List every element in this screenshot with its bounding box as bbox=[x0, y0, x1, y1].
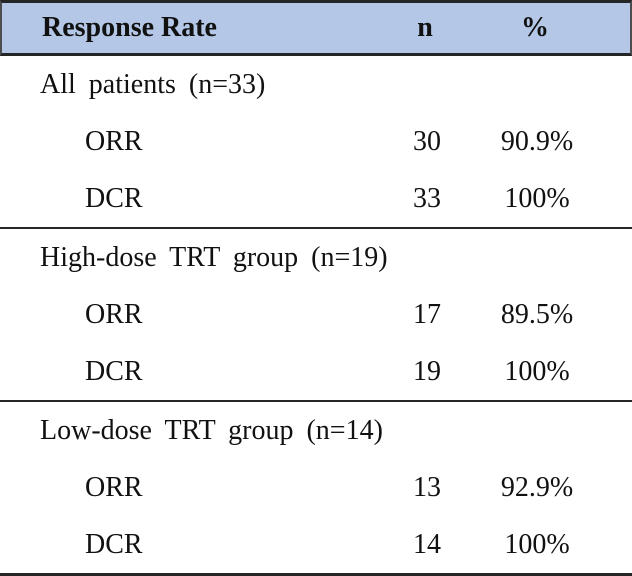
table-row: ORR 30 90.9% bbox=[0, 113, 632, 170]
table-row: ORR 17 89.5% bbox=[0, 286, 632, 343]
section-title-row: High-dose TRT group (n=19) bbox=[0, 229, 632, 286]
cell-n: 14 bbox=[413, 528, 441, 560]
cell-percent: 100% bbox=[504, 528, 570, 560]
row-label: ORR bbox=[85, 298, 143, 330]
header-cell-n: n bbox=[417, 12, 433, 43]
section-title-row: All patients (n=33) bbox=[0, 56, 632, 113]
section-high-dose: High-dose TRT group (n=19) ORR 17 89.5% … bbox=[0, 229, 632, 402]
cell-percent: 92.9% bbox=[500, 471, 574, 503]
section-all-patients: All patients (n=33) ORR 30 90.9% DCR 33 … bbox=[0, 56, 632, 229]
row-label: DCR bbox=[85, 182, 143, 214]
table-row: DCR 33 100% bbox=[0, 170, 632, 227]
table-row: DCR 14 100% bbox=[0, 516, 632, 573]
section-title-row: Low-dose TRT group (n=14) bbox=[0, 402, 632, 459]
header-cell-response-rate: Response Rate bbox=[42, 12, 217, 43]
cell-n: 33 bbox=[413, 182, 441, 214]
cell-percent: 89.5% bbox=[500, 298, 574, 330]
header-cell-percent: % bbox=[521, 12, 549, 43]
section-title: Low-dose TRT group (n=14) bbox=[40, 414, 383, 446]
section-low-dose: Low-dose TRT group (n=14) ORR 13 92.9% D… bbox=[0, 402, 632, 576]
row-label: DCR bbox=[85, 528, 143, 560]
table-header-row: Response Rate n % bbox=[0, 0, 632, 56]
section-title: High-dose TRT group (n=19) bbox=[40, 241, 388, 273]
section-title: All patients (n=33) bbox=[40, 68, 266, 100]
row-label: DCR bbox=[85, 355, 143, 387]
cell-n: 19 bbox=[413, 355, 441, 387]
cell-percent: 100% bbox=[504, 182, 570, 214]
row-label: ORR bbox=[85, 125, 143, 157]
cell-n: 17 bbox=[413, 298, 441, 330]
cell-n: 13 bbox=[413, 471, 441, 503]
cell-percent: 100% bbox=[504, 355, 570, 387]
cell-n: 30 bbox=[413, 125, 441, 157]
cell-percent: 90.9% bbox=[500, 125, 574, 157]
table-row: ORR 13 92.9% bbox=[0, 459, 632, 516]
row-label: ORR bbox=[85, 471, 143, 503]
table-row: DCR 19 100% bbox=[0, 343, 632, 400]
